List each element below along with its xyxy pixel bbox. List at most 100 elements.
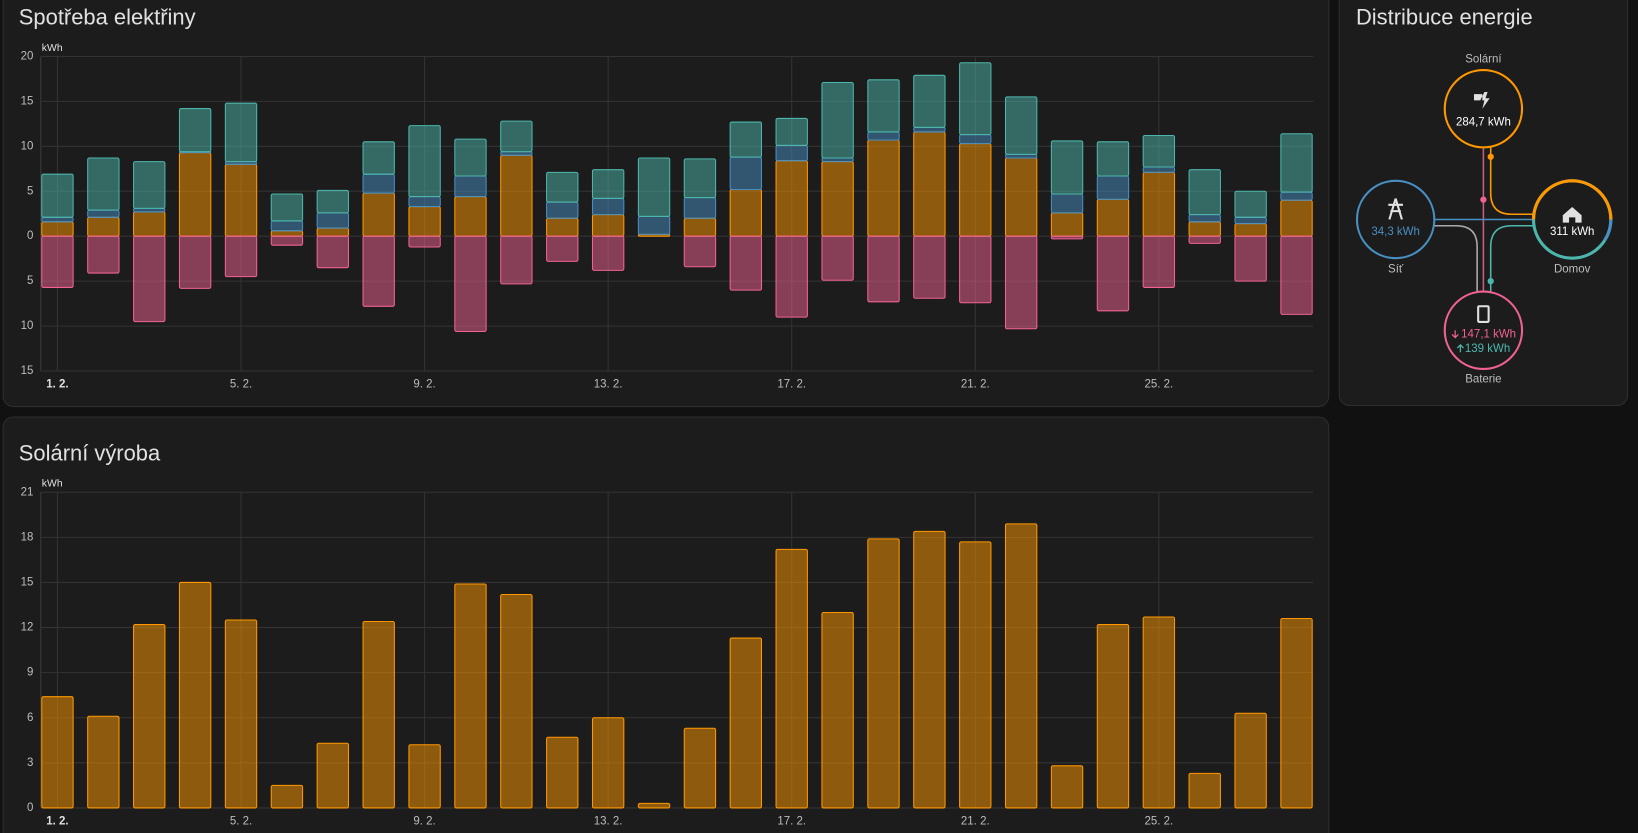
bar	[1142, 135, 1176, 168]
battery-label: Baterie	[1465, 373, 1501, 385]
bar	[1142, 235, 1176, 288]
bar	[1142, 166, 1176, 173]
bar	[41, 173, 74, 218]
bar	[454, 138, 487, 177]
bar	[270, 230, 304, 237]
x-tick-label: 9. 2.	[413, 816, 435, 828]
x-tick-label: 13. 2.	[594, 816, 623, 828]
bar	[41, 235, 74, 288]
bar	[683, 197, 717, 219]
bar	[546, 235, 579, 262]
bar	[1234, 223, 1267, 237]
bar	[775, 235, 808, 318]
y-tick-label: 0	[27, 230, 33, 242]
bar	[959, 134, 992, 145]
bar	[362, 235, 395, 307]
bar	[729, 121, 763, 158]
bar	[454, 583, 487, 809]
card-title: Distribuce energie	[1356, 5, 1533, 30]
bar	[867, 538, 900, 809]
x-tick-label: 5. 2.	[230, 379, 252, 391]
bar	[1188, 235, 1221, 244]
bar	[1004, 523, 1038, 809]
bar	[637, 802, 671, 809]
bar	[224, 619, 258, 809]
bar	[1280, 235, 1313, 315]
battery-in: 147,1 kWh	[1461, 328, 1516, 340]
battery-node	[1443, 290, 1524, 370]
bar	[133, 235, 166, 323]
grid-icon	[1388, 198, 1403, 220]
bar	[959, 62, 992, 136]
bar	[821, 235, 854, 281]
bar	[224, 102, 258, 163]
card-title: Solární výroba	[19, 440, 161, 465]
bar	[270, 235, 304, 246]
bar	[133, 161, 166, 209]
arrow-out	[1456, 344, 1464, 353]
bar	[270, 220, 304, 232]
y-tick-label: 3	[27, 757, 33, 769]
grid-node	[1355, 179, 1436, 260]
flow-line	[1434, 224, 1478, 292]
bar	[1280, 618, 1313, 809]
home-value: 311 kWh	[1550, 226, 1594, 238]
bar	[637, 157, 671, 217]
home-icon	[1562, 206, 1582, 223]
bar	[454, 175, 487, 198]
bar	[546, 217, 579, 237]
bar	[591, 717, 625, 809]
bar	[316, 212, 349, 229]
bar	[133, 211, 166, 237]
bar	[1050, 193, 1084, 214]
x-tick-label: 25. 2.	[1144, 379, 1173, 391]
y-tick-label: 20	[21, 50, 34, 62]
bar	[270, 784, 304, 809]
flow-line	[1489, 224, 1534, 292]
arrow-in	[1451, 330, 1459, 339]
bar	[1234, 712, 1267, 809]
bar	[683, 217, 717, 237]
flow-dot	[1487, 278, 1494, 285]
bar	[133, 624, 166, 809]
flow-dot	[1480, 196, 1487, 203]
y-tick-label: 15	[21, 95, 34, 107]
bar	[500, 154, 533, 237]
solar-label: Solární	[1465, 54, 1502, 66]
y-tick-label: 9	[27, 667, 33, 679]
bar	[821, 161, 854, 237]
bar	[408, 235, 441, 248]
bar	[959, 541, 992, 809]
bar	[41, 221, 74, 237]
y-tick-label: 21	[21, 486, 34, 498]
bar	[1188, 169, 1221, 216]
bar	[775, 117, 808, 146]
bar	[500, 120, 533, 153]
bar	[178, 108, 212, 153]
bar	[546, 201, 579, 219]
flow-line	[1489, 147, 1534, 216]
grid-value: 34,3 kWh	[1371, 226, 1420, 238]
bar	[1004, 235, 1038, 330]
bar	[500, 235, 533, 285]
x-tick-label: 9. 2.	[413, 379, 435, 391]
bar	[591, 169, 625, 199]
bar	[316, 227, 349, 237]
x-tick-label: 1. 2.	[46, 379, 68, 391]
y-tick-label: 6	[27, 712, 33, 724]
bar	[133, 207, 166, 213]
bar	[1004, 157, 1038, 237]
bar	[362, 173, 395, 194]
bar	[1188, 221, 1221, 237]
bar	[775, 144, 808, 162]
bar	[1050, 140, 1084, 195]
solar-card	[2, 416, 1330, 833]
bar	[821, 611, 854, 809]
bar	[1050, 235, 1084, 240]
bar	[775, 548, 808, 809]
home-ring-solar	[1531, 179, 1613, 220]
x-tick-label: 1. 2.	[46, 816, 68, 828]
bar	[729, 188, 763, 237]
y-tick-label: 10	[21, 320, 34, 332]
battery-out: 139 kWh	[1465, 343, 1510, 355]
